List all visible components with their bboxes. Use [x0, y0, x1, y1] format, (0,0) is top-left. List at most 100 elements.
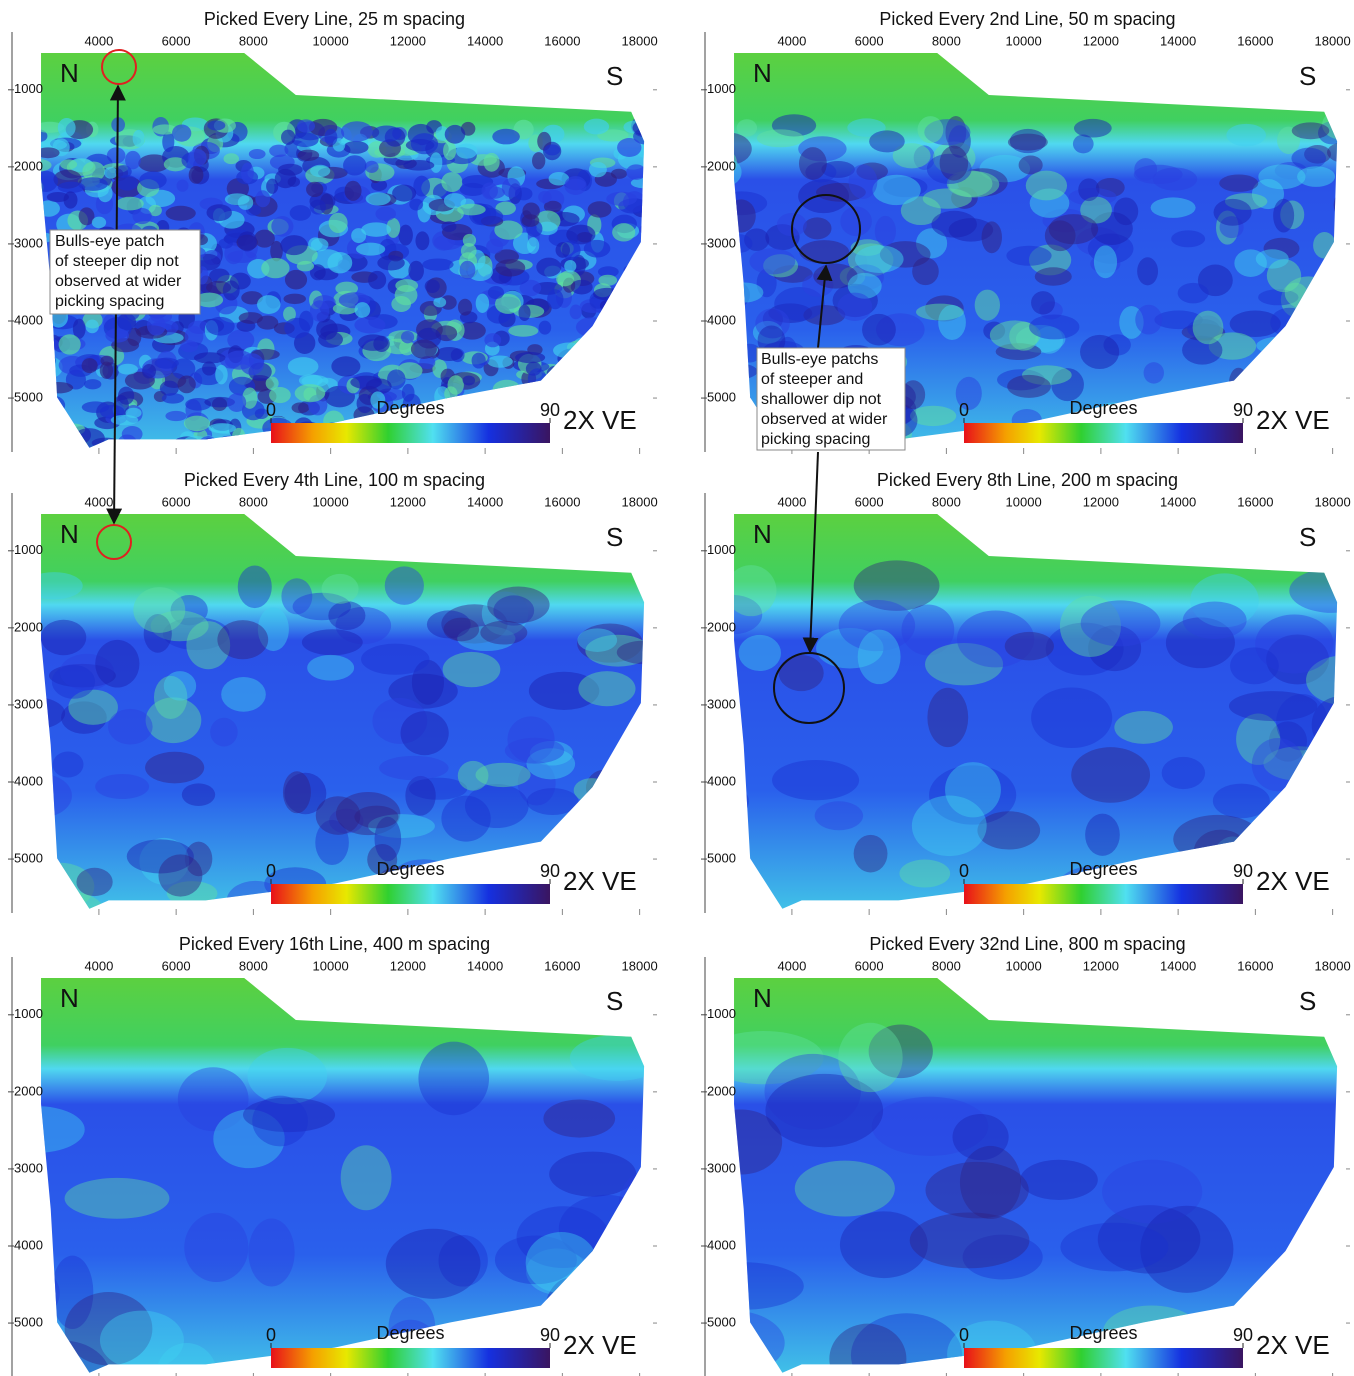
texture-blob	[139, 837, 190, 885]
texture-blob	[321, 573, 359, 604]
texture-blob	[521, 214, 540, 227]
x-tick-label: 4000	[777, 494, 806, 509]
texture-blob	[847, 118, 886, 137]
texture-blob	[257, 295, 281, 314]
texture-blob	[392, 184, 417, 202]
texture-blob	[583, 239, 611, 258]
texture-blob	[962, 1234, 1043, 1280]
texture-blob	[637, 425, 645, 441]
texture-blob	[41, 170, 58, 192]
texture-blob	[516, 1206, 610, 1268]
texture-blob	[284, 317, 311, 339]
texture-blob	[410, 339, 437, 359]
texture-blob	[117, 363, 139, 375]
texture-blob	[95, 773, 150, 800]
y-tick-label: 2000	[707, 1083, 736, 1098]
texture-blob	[1270, 307, 1309, 338]
texture-blob	[51, 664, 96, 699]
y-tick-label: 3000	[707, 235, 736, 250]
texture-blob	[41, 128, 48, 144]
texture-blob	[331, 356, 361, 377]
texture-blob	[292, 592, 352, 621]
texture-blob	[227, 393, 247, 413]
texture-blob	[816, 627, 884, 669]
panel-title: Picked Every 2nd Line, 50 m spacing	[879, 9, 1175, 29]
texture-blob	[116, 196, 144, 211]
texture-blob	[585, 634, 645, 667]
texture-blob	[41, 350, 56, 371]
texture-blob	[433, 297, 447, 308]
texture-blob	[438, 1234, 488, 1287]
texture-blob	[177, 375, 196, 394]
texture-blob	[564, 259, 577, 273]
texture-blob	[426, 610, 471, 639]
texture-blob	[624, 294, 645, 316]
texture-blob	[364, 160, 379, 173]
texture-blob	[2, 275, 26, 287]
texture-blob	[52, 751, 84, 778]
texture-blob	[1171, 230, 1206, 248]
x-tick-label: 12000	[1083, 494, 1119, 509]
texture-blob	[507, 716, 555, 763]
texture-blob	[560, 386, 589, 402]
x-tick-label: 12000	[1083, 33, 1119, 48]
texture-blob	[8, 135, 21, 156]
exaggeration-label: 2X VE	[1256, 405, 1330, 435]
y-tick-label: 4000	[14, 1237, 43, 1252]
texture-blob	[371, 125, 402, 143]
texture-blob	[526, 748, 576, 780]
texture-blob	[350, 375, 383, 389]
texture-blob	[1018, 155, 1043, 175]
texture-blob	[335, 281, 359, 296]
colorbar-label: Degrees	[376, 398, 444, 418]
colorbar-label: Degrees	[376, 859, 444, 879]
texture-blob	[1165, 617, 1235, 669]
texture-blob	[639, 266, 645, 282]
texture-blob	[46, 191, 70, 203]
texture-blob	[850, 1313, 963, 1373]
texture-blob	[1025, 170, 1068, 201]
texture-blob	[10, 442, 38, 458]
texture-blob	[41, 347, 53, 369]
texture-blob	[1102, 1159, 1203, 1224]
texture-blob	[1007, 133, 1048, 151]
texture-blob	[41, 202, 44, 225]
texture-blob	[142, 363, 157, 379]
texture-blob	[494, 220, 523, 240]
texture-blob	[82, 161, 106, 182]
texture-blob	[287, 176, 301, 188]
texture-blob	[484, 333, 502, 348]
x-tick-label: 8000	[239, 33, 268, 48]
texture-blob	[254, 408, 269, 420]
texture-blob	[525, 1232, 597, 1294]
texture-blob	[487, 586, 550, 624]
texture-blob	[132, 207, 152, 225]
texture-blob	[306, 181, 324, 198]
texture-blob	[133, 587, 186, 633]
x-tick-label: 18000	[1315, 494, 1351, 509]
texture-blob	[162, 131, 175, 153]
texture-blob	[1137, 257, 1159, 286]
texture-blob	[615, 324, 628, 337]
annotation-text: observed at wider	[761, 411, 888, 428]
texture-blob	[356, 393, 374, 414]
texture-blob	[132, 129, 145, 147]
texture-blob	[310, 164, 331, 178]
panel-title: Picked Every 8th Line, 200 m spacing	[877, 470, 1178, 490]
texture-blob	[418, 1041, 490, 1116]
texture-blob	[909, 1212, 1030, 1269]
texture-blob	[361, 222, 392, 237]
texture-blob	[570, 279, 593, 295]
texture-blob	[543, 200, 562, 213]
texture-blob	[184, 841, 213, 877]
texture-blob	[587, 201, 612, 218]
texture-blob	[1219, 174, 1259, 192]
texture-blob	[1306, 655, 1338, 705]
texture-blob	[981, 221, 1002, 254]
texture-blob	[597, 266, 619, 278]
x-tick-label: 6000	[855, 958, 884, 973]
texture-blob	[901, 380, 926, 410]
texture-blob	[41, 1106, 85, 1153]
texture-blob	[443, 193, 467, 209]
texture-blob	[1229, 310, 1281, 338]
